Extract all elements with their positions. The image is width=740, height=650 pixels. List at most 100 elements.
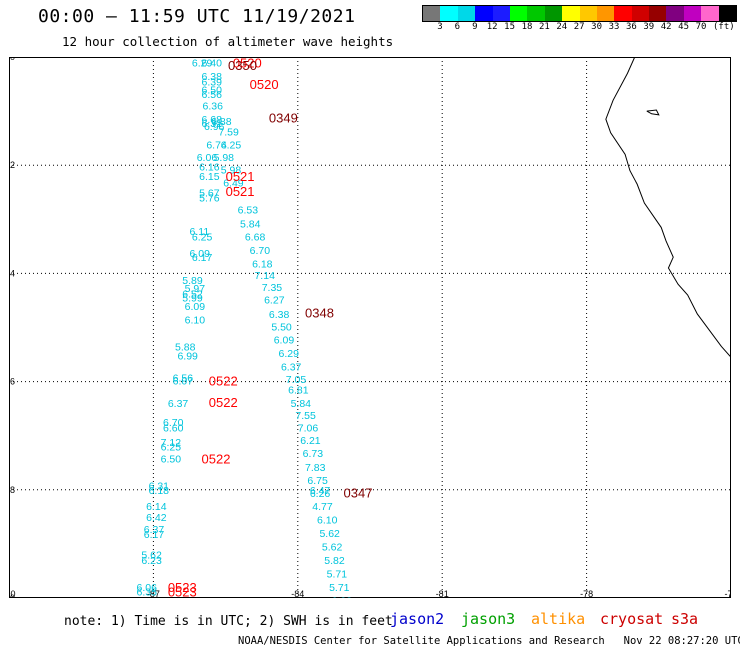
colorbar-swatch <box>423 6 441 21</box>
wave-height-label: 5.62 <box>322 542 343 554</box>
colorbar-swatch <box>683 6 702 21</box>
wave-height-label: 6.14 <box>146 501 167 513</box>
wave-height-label: 6.10 <box>317 515 338 527</box>
coastline <box>605 57 731 358</box>
wave-height-label: 6.25 <box>161 442 182 454</box>
wave-height-label: 5.97 <box>185 283 206 295</box>
colorbar-tick: 3 <box>437 22 443 32</box>
wave-height-label: 6.09 <box>190 248 211 260</box>
wave-height-label: 6.70 <box>250 245 271 257</box>
wave-height-label: 4.77 <box>312 501 333 513</box>
x-tick-label: -78 <box>580 589 593 598</box>
colorbar-tick: 27 <box>573 22 585 32</box>
wave-height-label: 6.18 <box>149 485 170 497</box>
wave-height-label: 5.67 <box>199 187 220 199</box>
wave-height-label: 5.62 <box>319 528 340 540</box>
wave-height-label: 6.37 <box>168 398 189 410</box>
wave-height-label: 5.50 <box>271 321 292 333</box>
wave-height-label: 6.74 <box>206 140 227 152</box>
pass-time-label: 0348 <box>305 305 334 320</box>
colorbar-swatch <box>527 6 545 21</box>
wave-height-map: -90 -87 -84 -81 -78 -75 -10 -12 -14 -16 -18 -20 6.29… <box>9 57 731 598</box>
colorbar-swatch <box>596 6 615 21</box>
y-tick-label: -18 <box>9 485 15 495</box>
colorbar-tick: 30 <box>591 22 603 32</box>
colorbar-tick: 6 <box>454 22 461 32</box>
wave-height-label: 6.16 <box>199 161 220 173</box>
colorbar-tick: 45 <box>678 22 690 32</box>
x-tick-label: -84 <box>291 589 304 598</box>
legend-item-jason3: jason3 <box>461 610 516 628</box>
generation-timestamp: Nov 22 08:27:20 UTC 2021 <box>623 635 740 647</box>
wave-height-label: 7.14 <box>254 270 275 282</box>
wave-height-label: 5.82 <box>324 555 345 567</box>
wave-height-label: 7.83 <box>305 462 326 474</box>
wave-height-label: 6.37 <box>281 361 302 373</box>
wave-height-label: 5.98 <box>214 152 235 164</box>
colorbar-swatch <box>475 6 493 21</box>
y-tick-label: -20 <box>9 593 15 598</box>
wave-height-colorbar <box>422 5 738 22</box>
colorbar-swatch <box>718 6 737 21</box>
colorbar-swatch <box>631 6 650 21</box>
wave-height-label: 6.17 <box>192 252 213 264</box>
wave-height-label: 6.42 <box>146 512 167 524</box>
wave-height-label: 6.68 <box>202 114 223 126</box>
wave-height-label: 7.35 <box>262 282 283 294</box>
wave-height-label: 6.40 <box>202 57 223 69</box>
wave-height-label: 7.12 <box>161 437 182 449</box>
wave-height-label: 6.99 <box>177 351 198 363</box>
wave-height-label: 6.10 <box>185 314 206 326</box>
colorbar-swatch <box>614 6 632 21</box>
colorbar-tick: 9 <box>472 22 478 32</box>
wave-height-label: 6.06 <box>197 152 218 164</box>
wave-height-label: 6.38 <box>202 71 223 83</box>
legend-item-jason2: jason2 <box>390 610 445 628</box>
colorbar-tick: 15 <box>504 22 516 32</box>
wave-height-label: 6.38 <box>269 309 290 321</box>
pass-time-label: 0350 <box>228 58 257 73</box>
wave-height-label: 6.50 <box>161 453 182 465</box>
wave-height-label: 6.07 <box>173 376 194 388</box>
legend-item-s3a: s3a <box>671 610 699 628</box>
wave-height-label: 6.27 <box>264 294 285 306</box>
legend-item-cryosat: cryosat <box>600 610 664 628</box>
pass-time-label: 0523 <box>168 580 197 595</box>
wave-height-label: 6.52 <box>182 288 203 300</box>
wave-height-label: 6.15 <box>199 171 220 183</box>
credit-text: NOAA/NESDIS Center for Satellite Applica… <box>238 635 605 647</box>
colorbar-tick: 33 <box>608 22 620 32</box>
wave-height-label: 6.06 <box>137 582 158 594</box>
x-tick-label: -75 <box>724 589 731 598</box>
wave-height-label: 6.39 <box>202 76 223 88</box>
colorbar-swatch <box>649 6 667 21</box>
wave-height-label: 6.37 <box>144 524 165 536</box>
y-tick-label: -10 <box>9 57 15 62</box>
wave-height-label: 6.75 <box>307 475 328 487</box>
wave-height-label: 6.96 <box>204 121 225 133</box>
colorbar-swatch <box>509 6 528 21</box>
pass-time-label: 0522 <box>209 395 238 410</box>
colorbar-tick: 24 <box>556 22 568 32</box>
wave-height-label: 6.31 <box>202 118 223 130</box>
colorbar-tick: 18 <box>521 22 533 32</box>
colorbar-swatch <box>457 6 476 21</box>
pass-time-label: 0522 <box>202 451 231 466</box>
colorbar-swatch <box>579 6 597 21</box>
colorbar-swatch <box>666 6 684 21</box>
pass-time-label: 0347 <box>344 486 373 501</box>
wave-height-label: 6.35 <box>137 587 158 598</box>
island-outline <box>646 109 660 116</box>
wave-height-label: 6.49 <box>223 178 244 190</box>
wave-height-label: 6.29 <box>192 57 213 69</box>
wave-height-label: 6.11 <box>190 226 210 238</box>
wave-height-label: 6.53 <box>238 205 259 217</box>
legend-item-altika: altika <box>531 610 586 628</box>
colorbar-unit: (ft) <box>713 22 735 32</box>
pass-time-label: 0522 <box>209 374 238 389</box>
colorbar-tick: 36 <box>625 22 637 32</box>
wave-height-label: 5.62 <box>141 550 162 562</box>
wave-height-label: 7.05 <box>286 374 307 386</box>
wave-height-label: 6.56 <box>173 372 194 384</box>
colorbar-swatch <box>562 6 580 21</box>
